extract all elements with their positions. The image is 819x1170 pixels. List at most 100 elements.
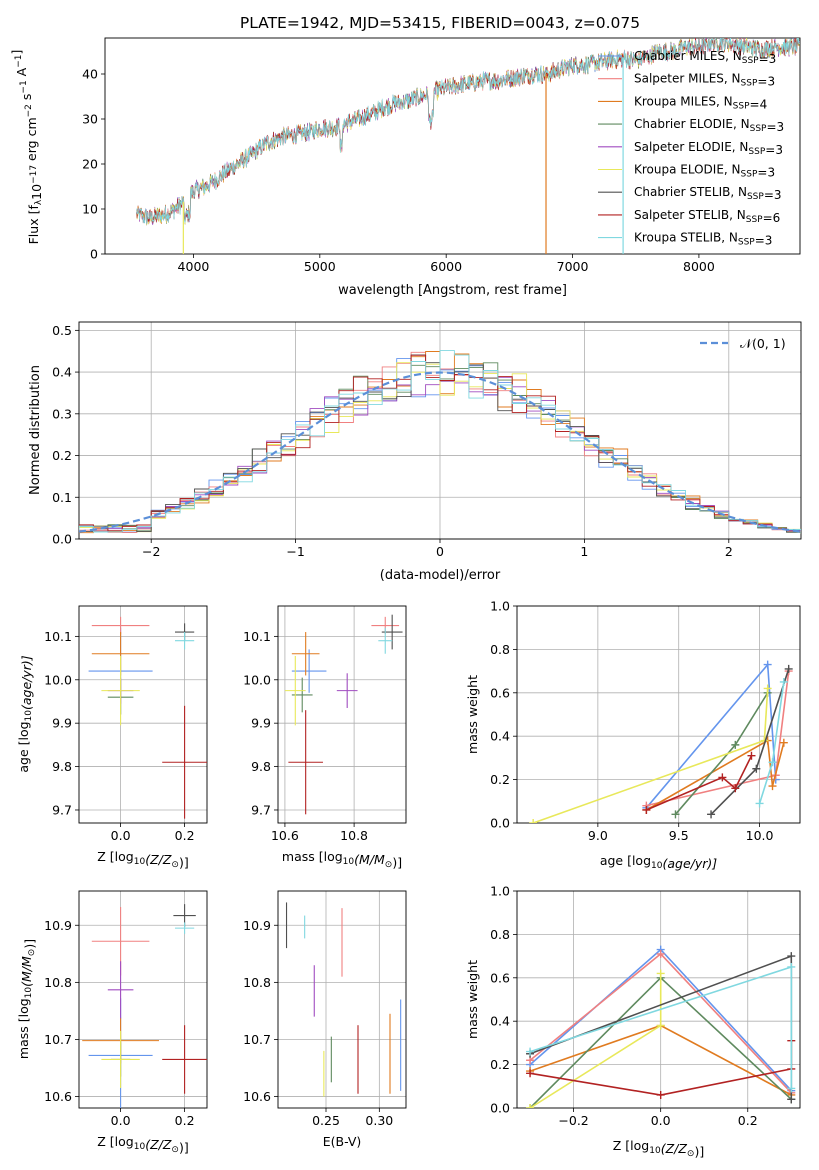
y-axis-label: mass [log10(M/M⊙)] — [16, 939, 37, 1059]
x-tick-label: 9.0 — [588, 828, 608, 843]
label-part: age [log — [16, 721, 31, 772]
label-part: 10 — [343, 857, 355, 867]
y-tick-label: 9.9 — [251, 716, 271, 731]
label-part: mass [log — [16, 998, 31, 1059]
y-tick-label: 0.2 — [490, 1057, 510, 1072]
legend-entry: Chabrier STELIB, NSSP=3 — [634, 185, 782, 202]
weight-series — [646, 755, 753, 811]
y-tick-label: 0.4 — [490, 1014, 510, 1029]
weight-marker — [656, 1090, 665, 1099]
weight-marker — [787, 1095, 796, 1104]
x-tick-label: 9.5 — [669, 828, 689, 843]
label-part: 10 — [651, 861, 663, 871]
mass_vs_ebv-plot — [285, 902, 402, 1097]
y-axis-label: Flux [fλ10−17 erg cm−2 s−1 A−1] — [9, 50, 44, 245]
legend-entry: Chabrier ELODIE, NSSP=3 — [634, 117, 784, 134]
x-tick-label: 10.8 — [340, 828, 368, 843]
weight-marker — [763, 660, 772, 669]
label-part: )] — [22, 939, 37, 949]
weight_vs_age-axes: 9.0 9.5 10.0 0.0 0.2 0.4 0.6 0.8 1.0 age [log10(a… — [465, 599, 801, 871]
y-tick-label: 0.3 — [52, 406, 72, 421]
y-axis-label: age [log10(age/yr)] — [16, 655, 34, 772]
label-part: Kroupa STELIB, N — [634, 231, 738, 245]
label-part: mass [log — [282, 849, 343, 864]
label-part: =3 — [759, 52, 777, 66]
y-axis-label: Normed distribution — [28, 365, 43, 495]
weight-marker — [787, 962, 796, 971]
age_vs_mass-plot — [284, 614, 403, 815]
label-part: ⊙ — [385, 860, 393, 870]
y-tick-label: 1.0 — [490, 599, 510, 614]
residuals-axes: −2 −1 0 1 2 0.0 0.1 0.2 0.3 0.4 0.5 𝒩(0, 1) (data-mo… — [28, 321, 802, 583]
weight-marker — [763, 684, 772, 693]
x-tick-label: 0.30 — [365, 1113, 393, 1128]
y-tick-label: 0.4 — [52, 365, 72, 380]
label-part: Z [log — [97, 1134, 133, 1149]
y-tick-label: 0.0 — [490, 1101, 510, 1116]
y-tick-label: 10.0 — [44, 672, 72, 687]
y-tick-label: 10.0 — [243, 672, 271, 687]
weight-marker — [642, 805, 651, 814]
label-part: ⊙ — [171, 1145, 179, 1155]
label-part: SSP — [733, 101, 750, 111]
y-tick-label: 9.8 — [251, 759, 271, 774]
legend-entry: Chabrier MILES, NSSP=3 — [634, 49, 776, 66]
label-part: )] — [179, 855, 189, 870]
label-part: =6 — [763, 211, 781, 225]
y-tick-label: 10.7 — [243, 1032, 271, 1047]
label-part: Salpeter ELODIE, N — [634, 140, 748, 154]
y-tick-label: 0.6 — [490, 970, 510, 985]
figure-title: PLATE=1942, MJD=53415, FIBERID=0043, z=0… — [240, 14, 640, 32]
label-part: ⊙ — [27, 949, 37, 957]
x-axis-label: E(B-V) — [323, 1134, 362, 1149]
weight-series — [646, 739, 785, 811]
label-part: 10 — [29, 184, 44, 200]
mass_vs_ebv-axes: 0.25 0.30 10.6 10.7 10.8 10.9 E(B-V) — [243, 890, 407, 1149]
label-part: Chabrier ELODIE, N — [634, 117, 750, 131]
y-tick-label: 0.8 — [490, 642, 510, 657]
y-tick-label: 10.8 — [44, 975, 72, 990]
label-part: =4 — [750, 97, 768, 111]
y-tick-label: 10.1 — [44, 629, 72, 644]
y-tick-label: 40 — [82, 67, 98, 82]
y-tick-label: 10.6 — [44, 1089, 72, 1104]
label-part: 10 — [134, 1142, 146, 1152]
x-axis-label: Z [log10(Z/Z⊙)] — [97, 849, 188, 870]
weight-marker — [768, 758, 777, 767]
label-part: )] — [392, 855, 402, 870]
spectrum-line — [136, 38, 800, 225]
label-part: Chabrier MILES, N — [634, 49, 742, 63]
label-part: (age/yr)] — [662, 856, 717, 871]
legend-entry: Kroupa ELODIE, NSSP=3 — [634, 163, 775, 180]
x-tick-label: 0.0 — [111, 1113, 131, 1128]
label-part: =3 — [764, 188, 782, 202]
weight-marker — [731, 784, 740, 793]
weight-marker — [752, 764, 761, 773]
legend-entry: Kroupa STELIB, NSSP=3 — [634, 231, 772, 248]
legend-entry: Kroupa MILES, NSSP=4 — [634, 94, 767, 111]
label-part: (Z/Z — [661, 1141, 688, 1156]
y-tick-label: 10.9 — [44, 918, 72, 933]
weight-series — [710, 668, 790, 815]
label-part: −2 — [24, 104, 34, 117]
histogram-series — [79, 350, 801, 533]
label-part: (M/M — [354, 852, 385, 867]
label-part: )] — [179, 1140, 189, 1155]
weight_vs_Z-plot — [526, 945, 796, 1108]
x-axis-label: (data-model)/error — [380, 568, 501, 583]
y-tick-label: 30 — [82, 112, 98, 127]
label-part: =3 — [757, 75, 775, 89]
y-tick-label: 0.2 — [490, 772, 510, 787]
weight-marker — [787, 952, 796, 961]
axes-frame — [78, 890, 208, 1109]
age_vs_Z-axes: 0.0 0.29.79.89.910.010.1Z [log10(Z/Z⊙)]ag… — [16, 605, 208, 870]
x-axis-label: wavelength [Angstrom, rest frame] — [338, 283, 567, 298]
label-part: −1 — [19, 80, 29, 93]
label-part: (M/M — [19, 956, 34, 987]
label-part: Salpeter STELIB, N — [634, 208, 746, 222]
x-tick-label: −0.2 — [558, 1113, 588, 1128]
weight-marker — [787, 1084, 796, 1093]
x-tick-label: 0.0 — [651, 1113, 671, 1128]
label-part: SSP — [742, 56, 759, 66]
